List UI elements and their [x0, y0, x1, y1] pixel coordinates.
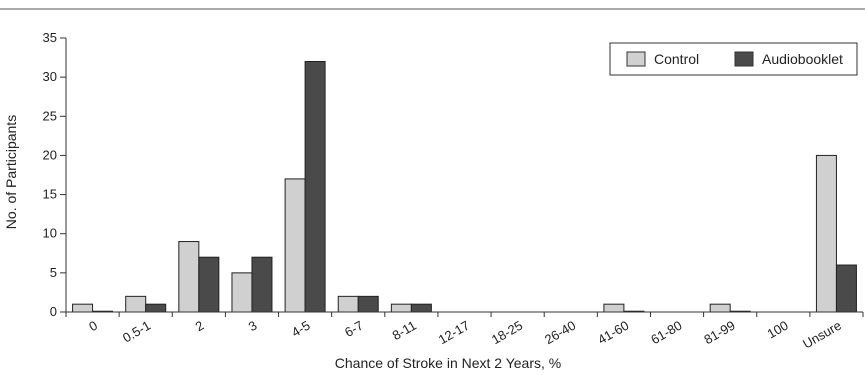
- bar-audiobooklet-2: [198, 256, 220, 313]
- x-tick-label: 2: [193, 318, 207, 335]
- bar-control-0: [72, 303, 94, 313]
- x-tick-label: 18-25: [489, 318, 525, 348]
- bar-control-41-60: [603, 303, 625, 313]
- y-tick-label: 10: [43, 226, 57, 241]
- y-tick-label: 30: [43, 69, 57, 84]
- bar-control-Unsure: [815, 154, 837, 313]
- x-tick-label: Unsure: [800, 318, 844, 352]
- legend-label-audiobooklet: Audiobooklet: [762, 51, 843, 67]
- y-tick-label: 20: [43, 147, 57, 162]
- bar-control-3: [231, 272, 253, 313]
- bar-control-81-99: [709, 303, 731, 313]
- y-tick-label: 15: [43, 187, 57, 202]
- x-tick-label: 12-17: [436, 318, 472, 348]
- x-tick-label: 8-11: [390, 318, 419, 344]
- x-tick-label: 81-99: [701, 318, 737, 348]
- x-tick-label: 6-7: [342, 318, 366, 340]
- bar-audiobooklet-Unsure: [835, 264, 857, 313]
- x-tick-label: 3: [246, 318, 260, 335]
- y-tick-label: 0: [50, 304, 57, 319]
- legend-box: [609, 42, 858, 76]
- x-tick-label: 26-40: [542, 318, 578, 348]
- bar-control-8-11: [390, 303, 412, 313]
- y-tick-label: 25: [43, 108, 57, 123]
- y-axis-title: No. of Participants: [3, 115, 19, 229]
- x-axis-title: Chance of Stroke in Next 2 Years, %: [335, 355, 561, 371]
- bar-control-2: [178, 241, 200, 313]
- legend-label-control: Control: [654, 51, 699, 67]
- bar-control-0.5-1: [125, 295, 147, 313]
- bar-control-6-7: [337, 295, 359, 313]
- x-tick-label: 0.5-1: [120, 318, 153, 346]
- x-tick-label: 0: [86, 318, 100, 335]
- y-tick-label: 5: [50, 265, 57, 280]
- y-tick-label: 35: [43, 30, 57, 45]
- x-tick-label: 41-60: [595, 318, 631, 348]
- x-tick-label: 100: [765, 318, 791, 342]
- x-tick-label: 4-5: [289, 318, 313, 340]
- legend-swatch-control: [626, 51, 646, 67]
- legend: Control Audiobooklet: [609, 42, 858, 76]
- bar-audiobooklet-4-5: [304, 60, 326, 313]
- bar-control-4-5: [284, 178, 306, 313]
- x-tick-label: 61-80: [648, 318, 684, 348]
- legend-swatch-audiobooklet: [734, 51, 754, 67]
- bar-audiobooklet-8-11: [410, 303, 432, 313]
- bar-audiobooklet-0.5-1: [145, 303, 167, 313]
- bar-audiobooklet-3: [251, 256, 273, 313]
- bar-audiobooklet-6-7: [357, 295, 379, 313]
